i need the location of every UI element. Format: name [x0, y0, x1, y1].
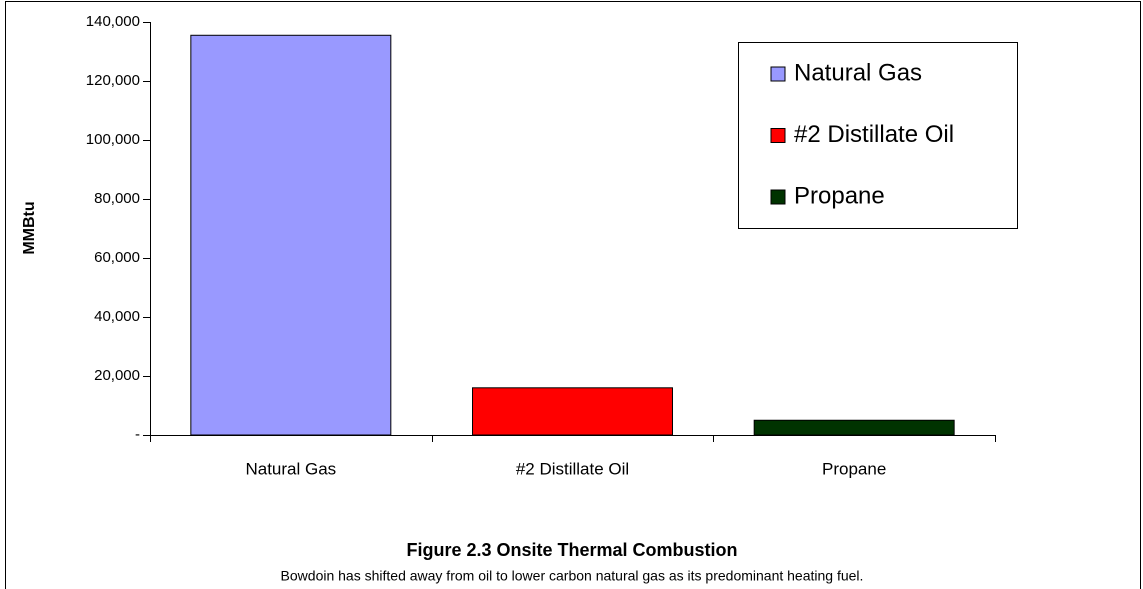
- chart-subtitle: Bowdoin has shifted away from oil to low…: [281, 568, 864, 584]
- y-axis-label: MMBtu: [21, 201, 38, 254]
- bar: [190, 34, 392, 436]
- y-tick-label: 60,000: [94, 249, 140, 266]
- y-tick-label: 100,000: [86, 131, 140, 148]
- y-tick-label: 20,000: [94, 367, 140, 384]
- chart-title: Figure 2.3 Onsite Thermal Combustion: [406, 540, 737, 560]
- x-tick-label: Natural Gas: [245, 459, 336, 478]
- legend-swatch: [770, 66, 786, 82]
- x-tick-label: Propane: [822, 459, 886, 478]
- bar: [472, 387, 673, 436]
- y-tick-label: -: [135, 426, 140, 443]
- y-tick-label: 80,000: [94, 190, 140, 207]
- legend-label: Natural Gas: [794, 59, 922, 86]
- y-tick-label: 40,000: [94, 308, 140, 325]
- frame: [5, 1, 1141, 589]
- legend-label: #2 Distillate Oil: [794, 121, 954, 148]
- x-tick-label: #2 Distillate Oil: [516, 459, 629, 478]
- y-tick-label: 120,000: [86, 72, 140, 89]
- legend-swatch: [770, 189, 786, 205]
- bar: [753, 419, 955, 436]
- legend-swatch: [770, 128, 786, 143]
- legend-label: Propane: [794, 182, 885, 209]
- y-tick-label: 140,000: [86, 13, 140, 30]
